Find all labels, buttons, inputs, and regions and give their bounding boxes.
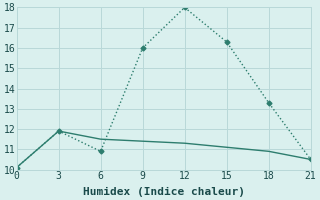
X-axis label: Humidex (Indice chaleur): Humidex (Indice chaleur): [83, 186, 244, 197]
